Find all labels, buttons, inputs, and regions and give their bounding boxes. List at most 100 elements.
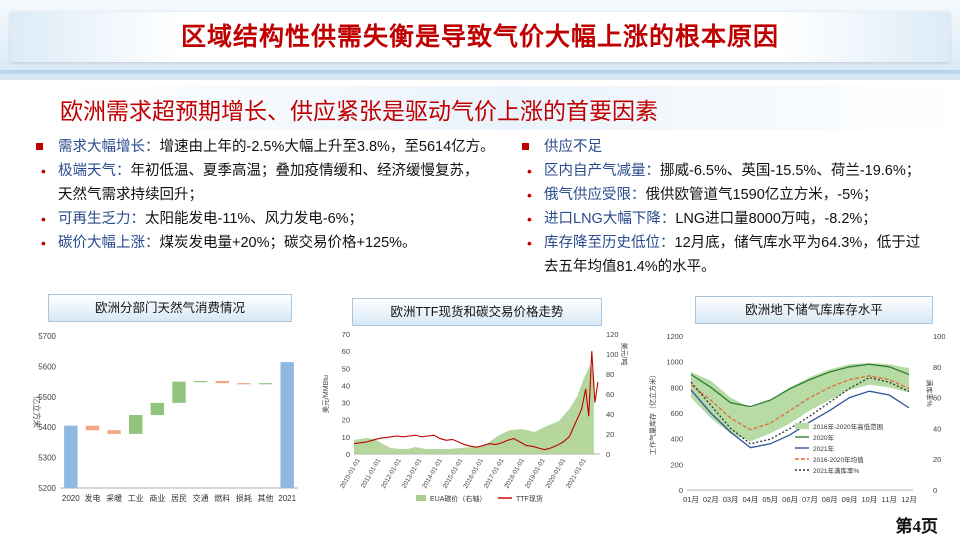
- slide-header: 区域结构性供需失衡是导致气价大幅上涨的根本原因: [0, 0, 960, 80]
- x-tick-label: 2020-01-01: [544, 457, 567, 490]
- y-tick-label: 5700: [38, 332, 56, 341]
- x-tick-label: 09月: [842, 495, 858, 504]
- bar: [85, 425, 100, 431]
- x-tick-label: 燃料: [214, 493, 230, 503]
- square-bullet-icon: [522, 143, 529, 150]
- legend-label: TTF现货: [516, 494, 543, 503]
- supply-item-text: LNG进口量8000万吨，-8.2%；: [675, 211, 877, 227]
- bar: [193, 380, 208, 383]
- main-title: 区域结构性供需失衡是导致气价大幅上涨的根本原因: [180, 23, 779, 51]
- bar: [258, 383, 273, 385]
- supply-head: 供应不足: [520, 135, 950, 159]
- supply-item-continuation: 去五年均值81.4%的水平。: [520, 255, 950, 279]
- x-tick-label: 02月: [703, 495, 719, 504]
- legend-swatch: [795, 423, 809, 429]
- y-axis-label: 亿立方米: [32, 396, 42, 428]
- y-right-tick-label: 0: [606, 450, 610, 459]
- demand-item: • 可再生乏力：太阳能发电-11%、风力发电-6%；: [34, 207, 504, 231]
- y-tick-label: 400: [670, 435, 683, 444]
- y-tick-label: 5200: [38, 484, 56, 493]
- x-tick-label: 商业: [149, 493, 165, 503]
- y-right-tick-label: 120: [606, 330, 619, 339]
- x-tick-label: 2021: [278, 494, 296, 503]
- y-tick-label: 30: [342, 399, 350, 408]
- series-line: [690, 363, 910, 408]
- y-right-tick-label: 40: [933, 424, 941, 433]
- x-tick-label: 居民: [171, 494, 187, 503]
- demand-item-keyword: 碳价大幅上涨：: [58, 235, 160, 251]
- demand-item: • 极端天气：年初低温、夏季高温；叠加疫情缓和、经济缓慢复苏，: [34, 159, 504, 183]
- legend-label: 2016年-2020年高低范围: [813, 422, 883, 431]
- demand-item-cont-text: 天然气需求持续回升；: [58, 187, 203, 203]
- price-chart-svg: 0 10 20 30 40 50 60 70 0 20 40 60 80 100 120 美元/MMBtu 美元…: [321, 330, 629, 503]
- x-tick-label: 03月: [723, 495, 739, 504]
- y-tick-label: 0: [346, 450, 350, 459]
- y-tick-label: 5300: [38, 454, 56, 463]
- x-tick-label: 08月: [822, 495, 838, 504]
- y-right-tick-label: 100: [933, 332, 945, 341]
- chart-title: 欧洲分部门天然气消费情况: [48, 294, 292, 322]
- legend-label: 2021年: [813, 444, 834, 453]
- supply-item-text: 俄供欧管道气1590亿立方米，-5%；: [645, 187, 878, 203]
- x-tick-label: 2013-01-01: [401, 457, 424, 490]
- y-axis-label: 工作气量库存（亿立方米）: [648, 371, 657, 455]
- x-tick-label: 01月: [683, 495, 699, 504]
- x-tick-label: 04月: [743, 495, 759, 504]
- sub-title-bar: 欧洲需求超预期增长、供应紧张是驱动气价上涨的首要因素: [60, 86, 960, 130]
- dot-bullet-icon: •: [527, 163, 532, 179]
- y-tick-label: 70: [342, 330, 350, 339]
- y-right-axis-label: 美元/吨: [620, 343, 629, 366]
- x-tick-label: 10月: [861, 495, 877, 504]
- demand-item: • 碳价大幅上涨：煤炭发电量+20%；碳交易价格+125%。: [34, 231, 504, 255]
- x-tick-label: 2018-01-01: [503, 457, 526, 490]
- x-tick-label: 其他: [258, 493, 274, 503]
- chart-title: 欧洲TTF现货和碳交易价格走势: [352, 298, 602, 326]
- x-tick-label: 2017-01-01: [483, 457, 506, 490]
- price-chart: 欧洲TTF现货和碳交易价格走势 0 10 20 30 40 50 60 70 0 20 40 60 80…: [320, 292, 635, 512]
- x-tick-label: 2010-01-01: [339, 457, 362, 490]
- x-tick-label: 2019-01-01: [524, 457, 547, 490]
- x-tick-label: 2014-01-01: [421, 457, 444, 490]
- square-bullet-icon: [36, 143, 43, 150]
- series-line: [690, 376, 910, 445]
- title-bar: 区域结构性供需失衡是导致气价大幅上涨的根本原因: [10, 12, 950, 62]
- y-tick-label: 1000: [666, 358, 683, 367]
- dot-bullet-icon: •: [527, 187, 532, 203]
- x-tick-label: 05月: [762, 495, 778, 504]
- y-axis-label: 美元/MMBtu: [321, 375, 330, 413]
- demand-item-text: 年初低温、夏季高温；叠加疫情缓和、经济缓慢复苏，: [130, 163, 479, 179]
- legend-swatch-eua: [416, 495, 426, 501]
- ttf-line: [353, 351, 599, 451]
- demand-item-keyword: 可再生乏力：: [58, 211, 145, 227]
- supply-item: • 进口LNG大幅下降：LNG进口量8000万吨，-8.2%；: [520, 207, 950, 231]
- x-tick-label: 2015-01-01: [442, 457, 465, 490]
- range-band: [691, 362, 909, 442]
- bar: [64, 425, 78, 488]
- y-tick-label: 50: [342, 364, 350, 373]
- y-tick-label: 5500: [38, 393, 56, 402]
- y-tick-label: 60: [342, 347, 350, 356]
- supply-item-keyword: 进口LNG大幅下降：: [544, 211, 676, 227]
- page-number: 第4页: [895, 517, 939, 536]
- y-tick-label: 0: [679, 486, 683, 495]
- eua-area: [354, 366, 594, 454]
- bar: [215, 380, 229, 384]
- sub-title: 欧洲需求超预期增长、供应紧张是驱动气价上涨的首要因素: [60, 98, 658, 124]
- dot-bullet-icon: •: [527, 235, 532, 251]
- supply-item-text: 12月底，储气库水平为64.3%，低于过: [674, 235, 921, 251]
- bar: [237, 383, 251, 385]
- y-tick-label: 200: [670, 460, 683, 469]
- y-tick-label: 5600: [38, 362, 56, 371]
- dot-bullet-icon: •: [527, 211, 532, 227]
- bar: [172, 381, 186, 403]
- x-tick-label: 2021-01-01: [565, 457, 588, 490]
- y-tick-label: 1200: [666, 332, 683, 341]
- y-right-tick-label: 20: [606, 430, 614, 439]
- dot-bullet-icon: •: [41, 211, 46, 227]
- x-tick-label: 损耗: [236, 493, 252, 503]
- supply-item-cont-text: 去五年均值81.4%的水平。: [544, 259, 716, 275]
- y-right-tick-label: 40: [606, 410, 614, 419]
- y-right-tick-label: 60: [606, 390, 614, 399]
- bar: [129, 415, 143, 434]
- bar: [150, 402, 165, 416]
